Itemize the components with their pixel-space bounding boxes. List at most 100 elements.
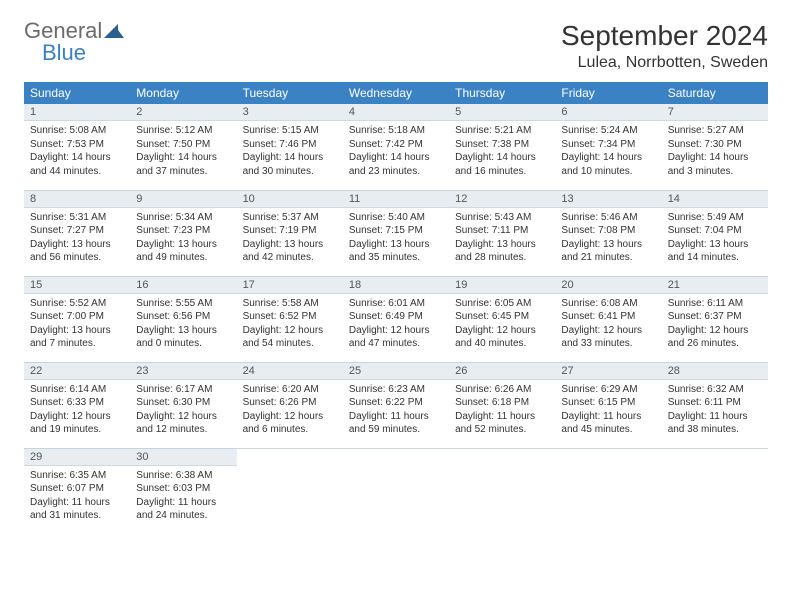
calendar-cell: 19Sunrise: 6:05 AMSunset: 6:45 PMDayligh…	[449, 276, 555, 362]
weekday-header: Monday	[130, 82, 236, 104]
sunset-text: Sunset: 7:11 PM	[455, 224, 549, 238]
sunrise-text: Sunrise: 5:27 AM	[668, 124, 762, 138]
calendar-cell: 27Sunrise: 6:29 AMSunset: 6:15 PMDayligh…	[555, 362, 661, 448]
day-number: 20	[555, 277, 661, 294]
sunrise-text: Sunrise: 5:34 AM	[136, 211, 230, 225]
sunset-text: Sunset: 7:23 PM	[136, 224, 230, 238]
calendar-cell: 24Sunrise: 6:20 AMSunset: 6:26 PMDayligh…	[237, 362, 343, 448]
sunset-text: Sunset: 7:15 PM	[349, 224, 443, 238]
sunrise-text: Sunrise: 5:18 AM	[349, 124, 443, 138]
sunrise-text: Sunrise: 5:55 AM	[136, 297, 230, 311]
weekday-header: Tuesday	[237, 82, 343, 104]
daylight-text: Daylight: 12 hours and 47 minutes.	[349, 324, 443, 351]
sunset-text: Sunset: 7:08 PM	[561, 224, 655, 238]
day-content: Sunrise: 5:15 AMSunset: 7:46 PMDaylight:…	[237, 121, 343, 184]
sunset-text: Sunset: 6:30 PM	[136, 396, 230, 410]
day-number: 13	[555, 191, 661, 208]
sunrise-text: Sunrise: 5:31 AM	[30, 211, 124, 225]
sunset-text: Sunset: 7:53 PM	[30, 138, 124, 152]
calendar-week: 22Sunrise: 6:14 AMSunset: 6:33 PMDayligh…	[24, 362, 768, 448]
sunset-text: Sunset: 7:00 PM	[30, 310, 124, 324]
calendar-cell: 2Sunrise: 5:12 AMSunset: 7:50 PMDaylight…	[130, 104, 236, 190]
day-number: 25	[343, 363, 449, 380]
calendar-cell	[662, 448, 768, 534]
logo: General Blue	[24, 20, 124, 64]
daylight-text: Daylight: 11 hours and 45 minutes.	[561, 410, 655, 437]
sunset-text: Sunset: 6:56 PM	[136, 310, 230, 324]
sunrise-text: Sunrise: 5:40 AM	[349, 211, 443, 225]
title-block: September 2024 Lulea, Norrbotten, Sweden	[561, 20, 768, 72]
day-number: 6	[555, 104, 661, 121]
day-content: Sunrise: 5:27 AMSunset: 7:30 PMDaylight:…	[662, 121, 768, 184]
daylight-text: Daylight: 13 hours and 35 minutes.	[349, 238, 443, 265]
sunrise-text: Sunrise: 6:26 AM	[455, 383, 549, 397]
sunrise-text: Sunrise: 5:43 AM	[455, 211, 549, 225]
day-content: Sunrise: 5:37 AMSunset: 7:19 PMDaylight:…	[237, 208, 343, 271]
sunrise-text: Sunrise: 5:12 AM	[136, 124, 230, 138]
sunset-text: Sunset: 7:30 PM	[668, 138, 762, 152]
calendar-cell: 23Sunrise: 6:17 AMSunset: 6:30 PMDayligh…	[130, 362, 236, 448]
daylight-text: Daylight: 13 hours and 21 minutes.	[561, 238, 655, 265]
calendar-cell: 30Sunrise: 6:38 AMSunset: 6:03 PMDayligh…	[130, 448, 236, 534]
daylight-text: Daylight: 11 hours and 24 minutes.	[136, 496, 230, 523]
day-number: 3	[237, 104, 343, 121]
sunrise-text: Sunrise: 5:58 AM	[243, 297, 337, 311]
day-content: Sunrise: 6:01 AMSunset: 6:49 PMDaylight:…	[343, 294, 449, 357]
sunset-text: Sunset: 6:49 PM	[349, 310, 443, 324]
weekday-header: Wednesday	[343, 82, 449, 104]
sunrise-text: Sunrise: 6:20 AM	[243, 383, 337, 397]
calendar-cell: 26Sunrise: 6:26 AMSunset: 6:18 PMDayligh…	[449, 362, 555, 448]
sunset-text: Sunset: 7:46 PM	[243, 138, 337, 152]
calendar-cell: 13Sunrise: 5:46 AMSunset: 7:08 PMDayligh…	[555, 190, 661, 276]
day-number: 16	[130, 277, 236, 294]
day-number: 27	[555, 363, 661, 380]
sunrise-text: Sunrise: 6:17 AM	[136, 383, 230, 397]
daylight-text: Daylight: 14 hours and 23 minutes.	[349, 151, 443, 178]
day-number: 18	[343, 277, 449, 294]
day-content: Sunrise: 6:20 AMSunset: 6:26 PMDaylight:…	[237, 380, 343, 443]
calendar-cell: 8Sunrise: 5:31 AMSunset: 7:27 PMDaylight…	[24, 190, 130, 276]
sunrise-text: Sunrise: 5:08 AM	[30, 124, 124, 138]
daylight-text: Daylight: 14 hours and 37 minutes.	[136, 151, 230, 178]
location-text: Lulea, Norrbotten, Sweden	[561, 54, 768, 72]
daylight-text: Daylight: 12 hours and 26 minutes.	[668, 324, 762, 351]
calendar-head: SundayMondayTuesdayWednesdayThursdayFrid…	[24, 82, 768, 104]
day-content: Sunrise: 6:05 AMSunset: 6:45 PMDaylight:…	[449, 294, 555, 357]
calendar-week: 15Sunrise: 5:52 AMSunset: 7:00 PMDayligh…	[24, 276, 768, 362]
day-number: 1	[24, 104, 130, 121]
daylight-text: Daylight: 13 hours and 28 minutes.	[455, 238, 549, 265]
day-number: 23	[130, 363, 236, 380]
day-number: 15	[24, 277, 130, 294]
calendar-cell: 17Sunrise: 5:58 AMSunset: 6:52 PMDayligh…	[237, 276, 343, 362]
day-number: 12	[449, 191, 555, 208]
daylight-text: Daylight: 14 hours and 3 minutes.	[668, 151, 762, 178]
sunset-text: Sunset: 7:50 PM	[136, 138, 230, 152]
calendar-cell: 4Sunrise: 5:18 AMSunset: 7:42 PMDaylight…	[343, 104, 449, 190]
day-content: Sunrise: 6:17 AMSunset: 6:30 PMDaylight:…	[130, 380, 236, 443]
day-content: Sunrise: 5:40 AMSunset: 7:15 PMDaylight:…	[343, 208, 449, 271]
calendar-cell: 3Sunrise: 5:15 AMSunset: 7:46 PMDaylight…	[237, 104, 343, 190]
sunset-text: Sunset: 7:04 PM	[668, 224, 762, 238]
day-number: 28	[662, 363, 768, 380]
calendar-cell: 15Sunrise: 5:52 AMSunset: 7:00 PMDayligh…	[24, 276, 130, 362]
sunset-text: Sunset: 6:22 PM	[349, 396, 443, 410]
sunrise-text: Sunrise: 6:35 AM	[30, 469, 124, 483]
day-content: Sunrise: 5:55 AMSunset: 6:56 PMDaylight:…	[130, 294, 236, 357]
day-content: Sunrise: 6:23 AMSunset: 6:22 PMDaylight:…	[343, 380, 449, 443]
calendar-cell: 29Sunrise: 6:35 AMSunset: 6:07 PMDayligh…	[24, 448, 130, 534]
daylight-text: Daylight: 12 hours and 12 minutes.	[136, 410, 230, 437]
calendar-cell: 28Sunrise: 6:32 AMSunset: 6:11 PMDayligh…	[662, 362, 768, 448]
day-number: 17	[237, 277, 343, 294]
daylight-text: Daylight: 14 hours and 30 minutes.	[243, 151, 337, 178]
day-number: 7	[662, 104, 768, 121]
daylight-text: Daylight: 13 hours and 14 minutes.	[668, 238, 762, 265]
logo-word2: Blue	[42, 42, 124, 64]
daylight-text: Daylight: 11 hours and 59 minutes.	[349, 410, 443, 437]
sunrise-text: Sunrise: 6:08 AM	[561, 297, 655, 311]
calendar-cell: 22Sunrise: 6:14 AMSunset: 6:33 PMDayligh…	[24, 362, 130, 448]
day-content: Sunrise: 6:08 AMSunset: 6:41 PMDaylight:…	[555, 294, 661, 357]
day-content: Sunrise: 5:46 AMSunset: 7:08 PMDaylight:…	[555, 208, 661, 271]
day-number: 10	[237, 191, 343, 208]
calendar-body: 1 Sunrise: 5:08 AMSunset: 7:53 PM Daylight…	[24, 104, 768, 534]
sunset-text: Sunset: 7:19 PM	[243, 224, 337, 238]
